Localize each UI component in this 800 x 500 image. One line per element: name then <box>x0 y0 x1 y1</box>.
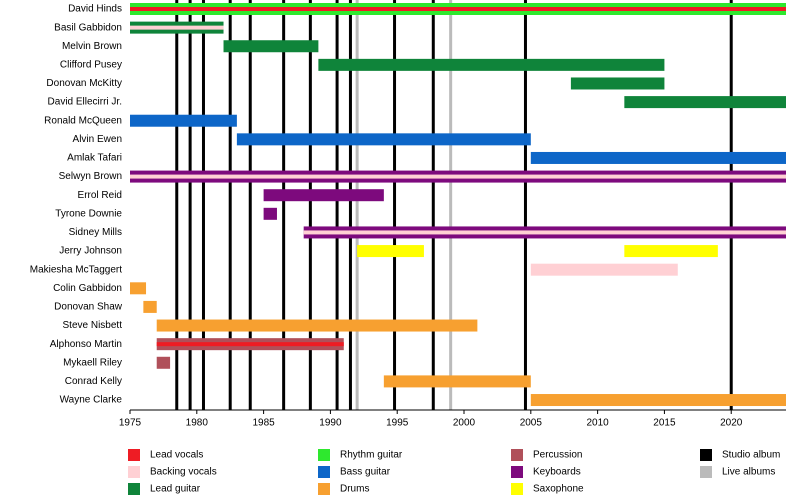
x-tick-label: 2020 <box>720 418 743 429</box>
row-label: Wayne Clarke <box>60 395 123 406</box>
legend-label: Lead vocals <box>150 450 203 461</box>
row-label: Jerry Johnson <box>59 246 122 257</box>
x-tick-label: 2010 <box>586 418 609 429</box>
row-label: Tyrone Downie <box>55 208 122 219</box>
bar <box>530 151 786 164</box>
row-label: Ronald McQueen <box>44 115 122 126</box>
bar <box>156 356 171 369</box>
row-label: Mykaell Riley <box>63 357 122 368</box>
legend-swatch <box>511 466 523 478</box>
legend-label: Drums <box>340 484 369 495</box>
bar <box>236 133 531 146</box>
row-label: Clifford Pusey <box>60 60 122 71</box>
row-label: David Ellecirri Jr. <box>48 97 122 108</box>
legend-label: Rhythm guitar <box>340 450 403 461</box>
legend-swatch <box>700 466 712 478</box>
x-tick-label: 2000 <box>453 418 476 429</box>
bar <box>624 96 786 109</box>
legend-swatch <box>128 483 140 495</box>
legend-swatch <box>700 449 712 461</box>
legend-label: Saxophone <box>533 484 584 495</box>
row-label: Colin Gabbidon <box>53 283 122 294</box>
legend-label: Percussion <box>533 450 582 461</box>
bar <box>530 394 786 407</box>
bar <box>130 282 147 295</box>
legend-swatch <box>318 483 330 495</box>
row-label: Basil Gabbidon <box>54 22 122 33</box>
x-tick-label: 1985 <box>252 418 275 429</box>
x-tick-label: 1980 <box>186 418 209 429</box>
bar-stripe <box>130 25 224 30</box>
legend-swatch <box>318 466 330 478</box>
row-label: Selwyn Brown <box>59 171 122 182</box>
bar <box>130 114 237 127</box>
legend-label: Bass guitar <box>340 467 391 478</box>
bar <box>530 263 678 276</box>
row-label: Conrad Kelly <box>65 376 122 387</box>
legend-label: Live albums <box>722 467 775 478</box>
row-label: Errol Reid <box>78 190 122 201</box>
bar <box>263 189 384 202</box>
bar <box>383 375 531 388</box>
legend-swatch <box>318 449 330 461</box>
legend-label: Keyboards <box>533 467 581 478</box>
bar-stripe <box>156 342 344 347</box>
bar <box>223 40 319 53</box>
x-tick-label: 1995 <box>386 418 409 429</box>
legend-swatch <box>128 449 140 461</box>
row-label: Sidney Mills <box>69 227 122 238</box>
legend-swatch <box>511 483 523 495</box>
bar-stripe <box>303 230 786 235</box>
row-label: Amlak Tafari <box>67 153 122 164</box>
bar <box>357 245 424 258</box>
bar-stripe <box>130 7 786 11</box>
legend-label: Lead guitar <box>150 484 201 495</box>
row-label: Makiesha McTaggert <box>30 264 122 275</box>
row-label: Donovan McKitty <box>46 78 122 89</box>
row-label: Alvin Ewen <box>73 134 122 145</box>
bar-stripe <box>130 174 786 179</box>
x-tick-label: 2005 <box>520 418 543 429</box>
legend-swatch <box>511 449 523 461</box>
row-label: Melvin Brown <box>62 41 122 52</box>
legend-label: Backing vocals <box>150 467 217 478</box>
x-tick-label: 2015 <box>653 418 676 429</box>
row-label: Alphonso Martin <box>50 339 122 350</box>
row-label: Steve Nisbett <box>63 320 123 331</box>
row-label: David Hinds <box>68 4 122 15</box>
x-tick-label: 1990 <box>319 418 342 429</box>
legend-label: Studio album <box>722 450 780 461</box>
bar <box>570 77 665 90</box>
row-label: Donovan Shaw <box>54 302 123 313</box>
bar <box>156 319 478 332</box>
bar <box>624 245 718 258</box>
bar <box>318 58 665 71</box>
x-tick-label: 1975 <box>119 418 142 429</box>
bar <box>143 300 157 313</box>
bar <box>263 207 277 220</box>
legend-swatch <box>128 466 140 478</box>
